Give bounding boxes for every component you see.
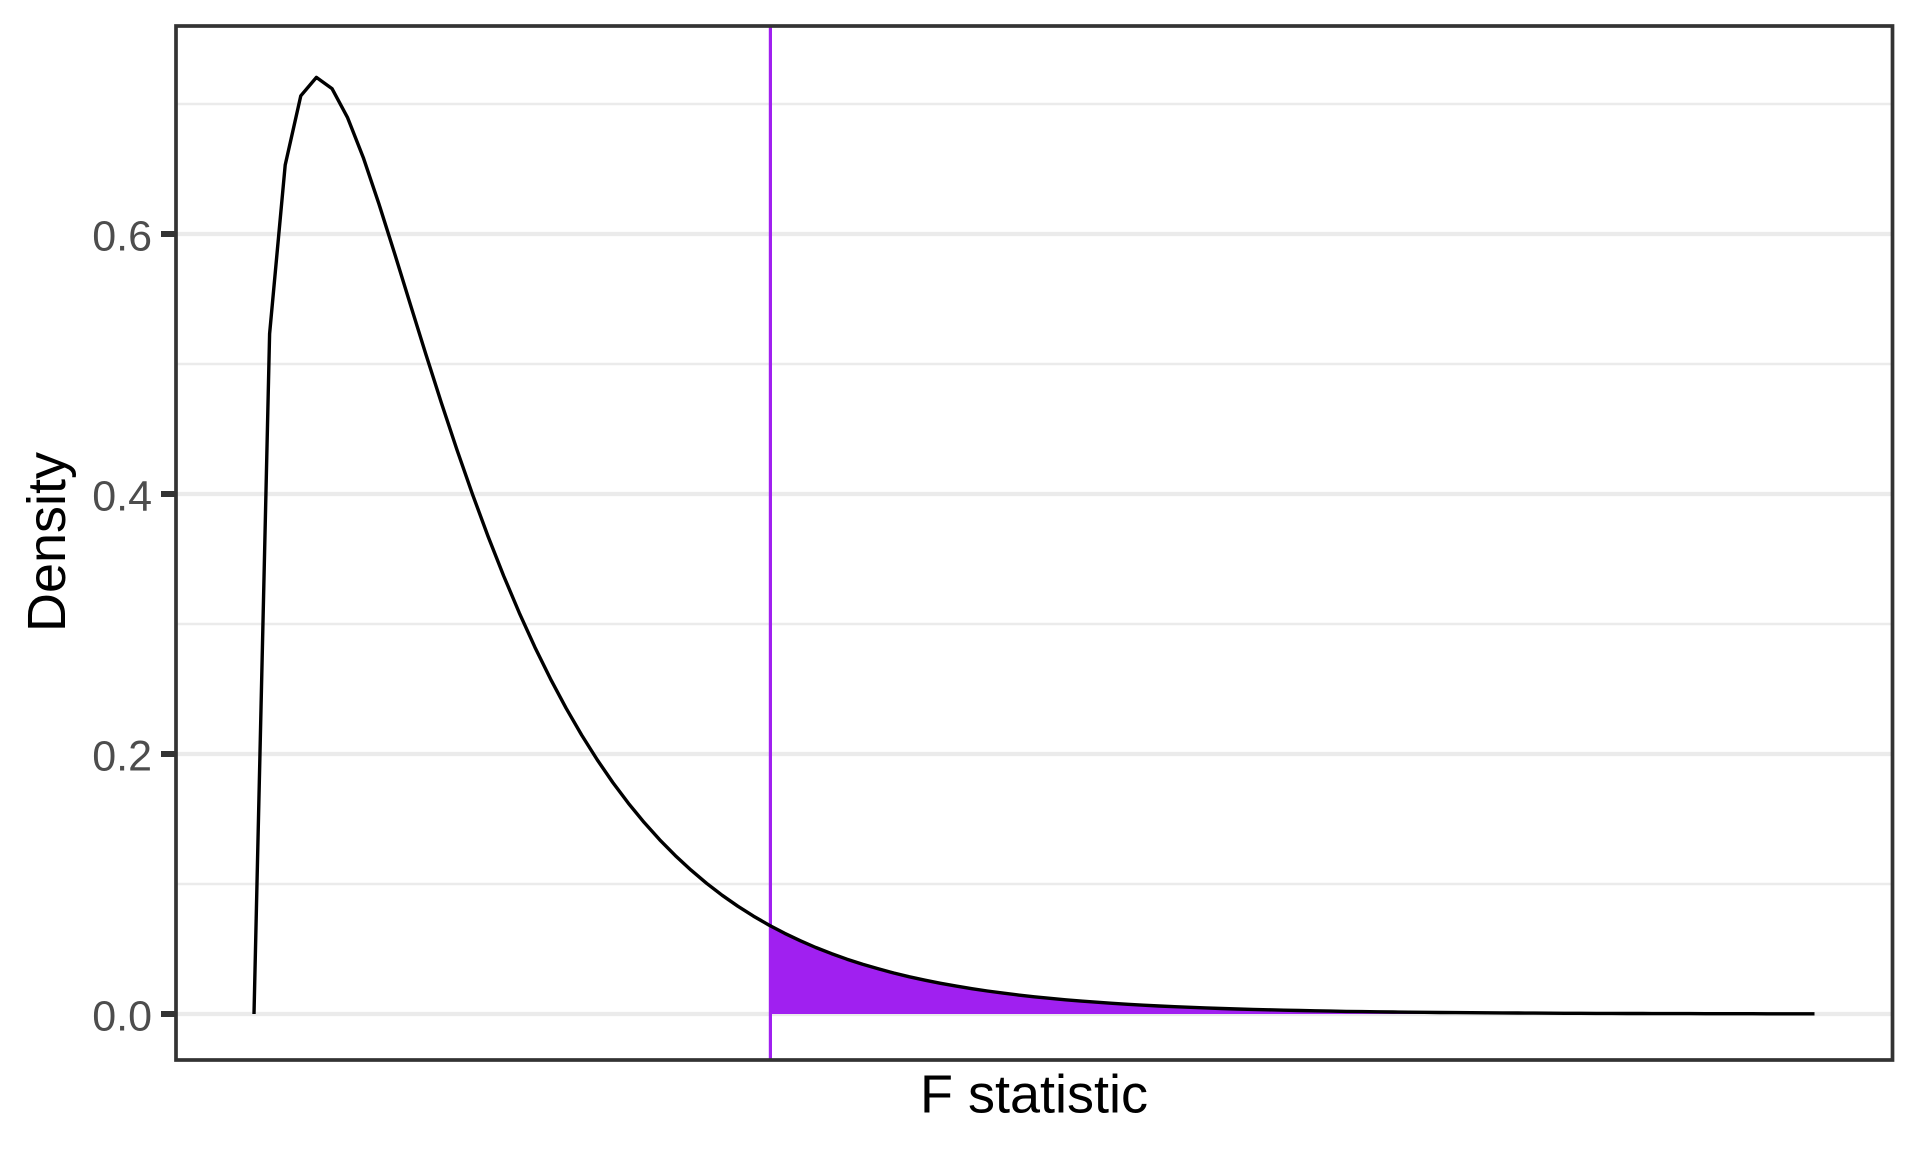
svg-text:0.0: 0.0 — [92, 993, 152, 1041]
svg-text:Density: Density — [17, 452, 77, 632]
svg-text:0.4: 0.4 — [92, 473, 152, 521]
svg-text:F statistic: F statistic — [920, 1065, 1148, 1125]
svg-text:0.6: 0.6 — [92, 213, 152, 261]
svg-text:0.2: 0.2 — [92, 733, 152, 781]
